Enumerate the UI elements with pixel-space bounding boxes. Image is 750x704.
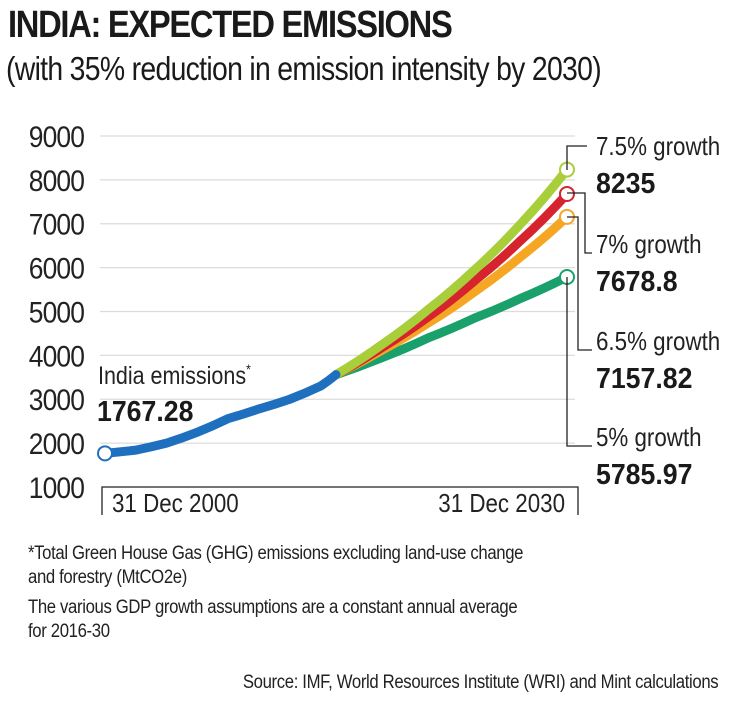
series-lines: [100, 165, 572, 458]
series-name-label: 7.5% growth: [596, 132, 720, 161]
y-tick-label: 7000: [29, 207, 84, 241]
series-name-label: 7% growth: [596, 230, 702, 259]
y-tick-label: 4000: [29, 339, 84, 373]
leader-line: [566, 145, 587, 170]
end-marker: [559, 185, 575, 202]
series-end-value: 7157.82: [596, 362, 692, 394]
y-tick-label: 5000: [29, 295, 84, 329]
series-markers: [97, 161, 575, 462]
chart-subtitle: (with 35% reduction in emission intensit…: [6, 50, 602, 87]
leader-line: [567, 216, 592, 351]
footnote-ghg-line1: *Total Green House Gas (GHG) emissions e…: [28, 543, 524, 564]
historical-series-label: India emissions*: [98, 361, 251, 389]
y-tick-label: 3000: [29, 383, 84, 417]
series-end-value: 8235: [596, 167, 655, 199]
series-line-5-growth: [331, 272, 572, 380]
series-end-value: 5785.97: [596, 458, 692, 490]
x-tick-label: 31 Dec 2030: [438, 489, 565, 518]
series-labels: India emissions* 1767.28 7.5% growth 8235 7%…: [97, 132, 720, 490]
leader-line: [567, 192, 592, 254]
leader-line: [566, 277, 592, 447]
series-name-label: 6.5% growth: [596, 327, 720, 356]
asterisk: *: [246, 361, 251, 377]
y-tick-label: 9000: [29, 119, 84, 153]
chart-title: INDIA: EXPECTED EMISSIONS: [8, 4, 453, 46]
x-axis-bracket: [101, 486, 579, 515]
footnote-gdp-line1: The various GDP growth assumptions are a…: [28, 597, 518, 618]
series-name-label: 5% growth: [596, 423, 702, 452]
y-tick-label: 8000: [29, 163, 84, 197]
series-line-historical: [100, 370, 341, 458]
series-end-value: 7678.8: [596, 265, 678, 297]
x-tick-label: 31 Dec 2000: [112, 489, 239, 518]
y-tick-label: 1000: [29, 470, 84, 504]
y-axis-ticks: 1000 2000 3000 4000 5000 6000 7000 8000 9000: [29, 119, 85, 504]
footnote-gdp-line2: for 2016-30: [28, 621, 110, 642]
y-tick-label: 2000: [29, 427, 84, 461]
y-tick-label: 6000: [29, 251, 84, 285]
start-marker: [97, 445, 113, 462]
footnote-ghg-line2: and forestry (MtCO2e): [28, 567, 187, 588]
series-line-7-5-growth: [331, 165, 572, 380]
emissions-chart: 1000 2000 3000 4000 5000 6000 7000 8000 9000 31 …: [29, 119, 720, 518]
source-note: Source: IMF, World Resources Institute (…: [242, 672, 719, 693]
x-axis: 31 Dec 2000 31 Dec 2030: [101, 486, 579, 518]
historical-series-value: 1767.28: [97, 395, 193, 427]
